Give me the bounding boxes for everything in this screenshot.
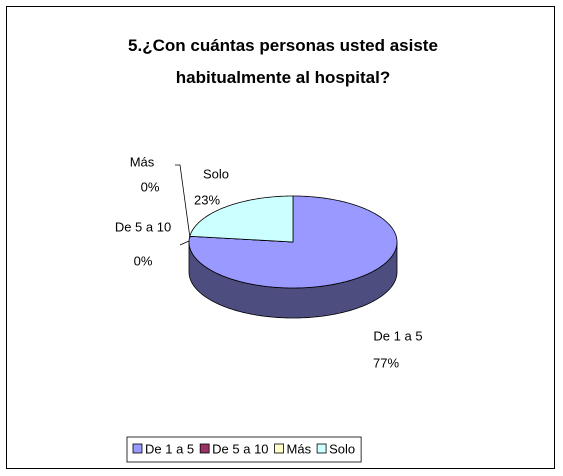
chart-title: 5.¿Con cuántas personas usted asiste hab… bbox=[128, 36, 438, 87]
data-label-value: 0% bbox=[141, 179, 160, 194]
data-label-name: De 5 a 10 bbox=[115, 219, 171, 234]
legend-label: De 1 a 5 bbox=[145, 441, 194, 456]
data-label-value: 23% bbox=[194, 192, 220, 207]
leader-line bbox=[175, 164, 191, 239]
data-label-value: 0% bbox=[134, 253, 153, 268]
data-label-name: Más bbox=[130, 154, 155, 169]
legend-swatch bbox=[274, 443, 284, 454]
legend-swatch bbox=[199, 443, 210, 454]
pie-slice bbox=[189, 195, 294, 243]
leader-line bbox=[179, 240, 190, 246]
data-label-value: 77% bbox=[373, 355, 399, 370]
data-label-name: De 1 a 5 bbox=[373, 328, 422, 343]
chart-frame bbox=[6, 6, 555, 469]
legend-label: De 5 a 10 bbox=[212, 441, 268, 456]
legend-swatch bbox=[316, 443, 327, 454]
legend-swatch bbox=[132, 443, 143, 454]
data-label-name: Solo bbox=[203, 166, 229, 181]
legend-label: Más bbox=[287, 441, 312, 456]
legend-label: Solo bbox=[329, 441, 355, 456]
